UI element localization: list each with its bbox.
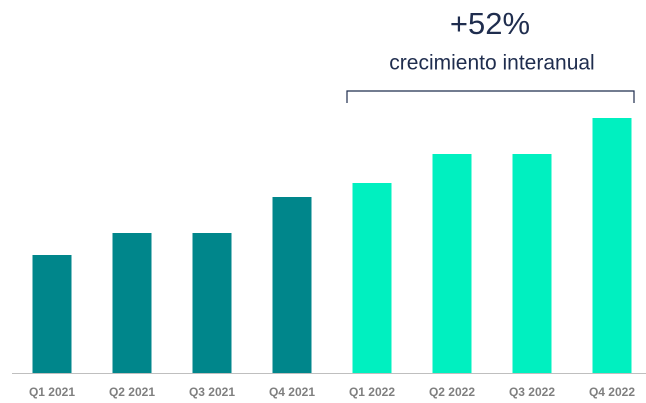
x-tick-label: Q4 2022 [589,385,635,399]
bracket [346,90,635,103]
bar [352,183,392,373]
x-tick-label: Q1 2022 [349,385,395,399]
x-tick-label: Q3 2021 [189,385,235,399]
x-tick-label: Q3 2022 [509,385,555,399]
bar [192,233,232,373]
x-tick-label: Q4 2021 [269,385,315,399]
bar [112,233,152,373]
bar [272,197,312,373]
x-tick-label: Q1 2021 [29,385,75,399]
bar [432,154,472,373]
annotation-subtitle: crecimiento interanual [389,52,594,75]
bar [32,255,72,373]
bar [592,118,632,373]
x-tick-label: Q2 2021 [109,385,155,399]
annotation-title: +52% [450,6,530,41]
x-tick-label: Q2 2022 [429,385,475,399]
bar [512,154,552,373]
